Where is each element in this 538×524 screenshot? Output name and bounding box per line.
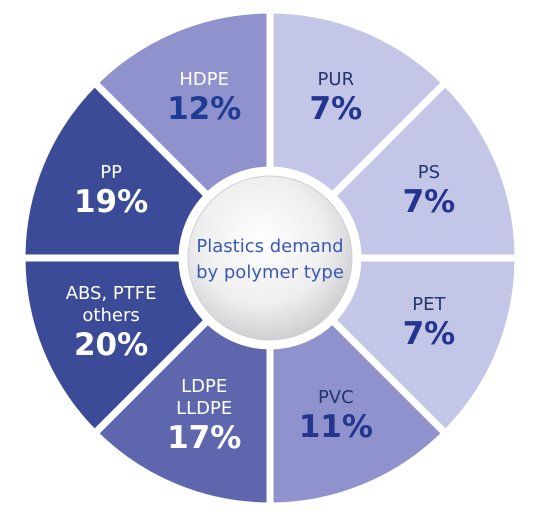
slice-value-pvc: 11%	[299, 409, 373, 445]
slice-label-pet: PET	[412, 294, 446, 315]
slice-value-abs-ptfe-others: 20%	[74, 327, 148, 363]
slice-label-abs-ptfe-others-line-1: ABS, PTFE	[66, 283, 157, 304]
slice-label-ldpe-lldpe-line-2: LLDPE	[176, 398, 232, 419]
slice-value-pp: 19%	[74, 184, 148, 220]
center-label-line-1: Plastics demand	[196, 236, 343, 257]
slice-label-pp: PP	[100, 162, 122, 183]
slice-value-ps: 7%	[403, 184, 456, 220]
slice-value-hdpe: 12%	[167, 91, 241, 127]
slice-value-pur: 7%	[310, 91, 363, 127]
slice-value-ldpe-lldpe: 17%	[167, 420, 241, 456]
slice-label-pvc: PVC	[318, 387, 354, 408]
slice-label-pur: PUR	[318, 69, 355, 90]
hub-disc	[187, 175, 353, 341]
center-label-line-2: by polymer type	[196, 262, 344, 283]
slice-label-ldpe-lldpe-line-1: LDPE	[181, 376, 227, 397]
slice-label-abs-ptfe-others-line-2: others	[82, 305, 139, 326]
slice-label-ps: PS	[418, 162, 440, 183]
center-label: Plastics demand by polymer type	[196, 236, 344, 283]
slice-value-pet: 7%	[403, 316, 456, 352]
slice-label-hdpe: HDPE	[179, 69, 229, 90]
